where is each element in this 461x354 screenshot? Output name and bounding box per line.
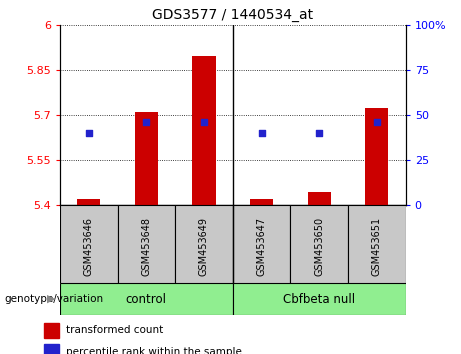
Bar: [44, 323, 59, 338]
Bar: [60, 205, 118, 283]
Bar: [365, 108, 388, 205]
Text: GSM453647: GSM453647: [257, 217, 266, 276]
Bar: [44, 344, 59, 354]
Text: GSM453651: GSM453651: [372, 217, 382, 276]
Bar: [348, 205, 406, 283]
Bar: [193, 56, 216, 205]
Point: [85, 130, 92, 136]
Bar: [175, 205, 233, 283]
Text: GSM453650: GSM453650: [314, 217, 324, 276]
Text: genotype/variation: genotype/variation: [5, 294, 104, 304]
Title: GDS3577 / 1440534_at: GDS3577 / 1440534_at: [152, 8, 313, 22]
Bar: [233, 283, 406, 315]
Bar: [290, 205, 348, 283]
Text: GSM453649: GSM453649: [199, 217, 209, 276]
Point: [200, 119, 207, 125]
Bar: [135, 112, 158, 205]
Text: ▶: ▶: [47, 294, 55, 304]
Bar: [250, 199, 273, 205]
Text: Cbfbeta null: Cbfbeta null: [283, 293, 355, 306]
Point: [315, 130, 323, 136]
Text: GSM453646: GSM453646: [84, 217, 94, 276]
Bar: [233, 205, 290, 283]
Point: [142, 119, 150, 125]
Bar: [77, 199, 100, 205]
Point: [373, 119, 381, 125]
Bar: [118, 205, 175, 283]
Point: [258, 130, 266, 136]
Text: transformed count: transformed count: [66, 325, 164, 336]
Text: control: control: [126, 293, 167, 306]
Bar: [308, 192, 331, 205]
Text: GSM453648: GSM453648: [142, 217, 151, 276]
Bar: [60, 283, 233, 315]
Text: percentile rank within the sample: percentile rank within the sample: [66, 347, 242, 354]
